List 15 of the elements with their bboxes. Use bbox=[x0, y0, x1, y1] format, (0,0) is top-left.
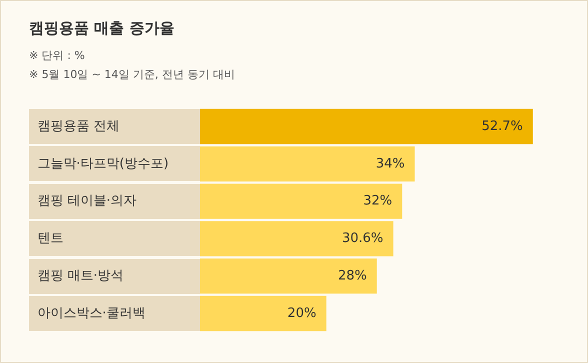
y-tick-label: 캠핑 매트·방석 bbox=[29, 268, 124, 284]
data-label: 52.7% bbox=[482, 118, 523, 134]
text: ※ 단위 : % bbox=[29, 48, 85, 63]
data-label: 20% bbox=[287, 306, 316, 321]
data-label: 30.6% bbox=[342, 231, 384, 246]
y-tick-label: 아이스박스·쿨러백 bbox=[29, 306, 146, 321]
y-tick-label: 캠핑 테이블·의자 bbox=[29, 194, 137, 209]
data-label: 34% bbox=[376, 156, 405, 172]
y-tick-label: 그늘막·타프막(방수포) bbox=[29, 156, 169, 172]
data-label: 28% bbox=[338, 268, 367, 284]
y-tick-label: 텐트 bbox=[29, 231, 64, 246]
data-label: 32% bbox=[363, 194, 392, 209]
text: ※ 5월 10일 ~ 14일 기준, 전년 동기 대비 bbox=[29, 67, 235, 82]
chart-title: 캠핑용품 매출 증가율 bbox=[29, 19, 174, 38]
y-tick-label: 캠핑용품 전체 bbox=[29, 118, 120, 134]
